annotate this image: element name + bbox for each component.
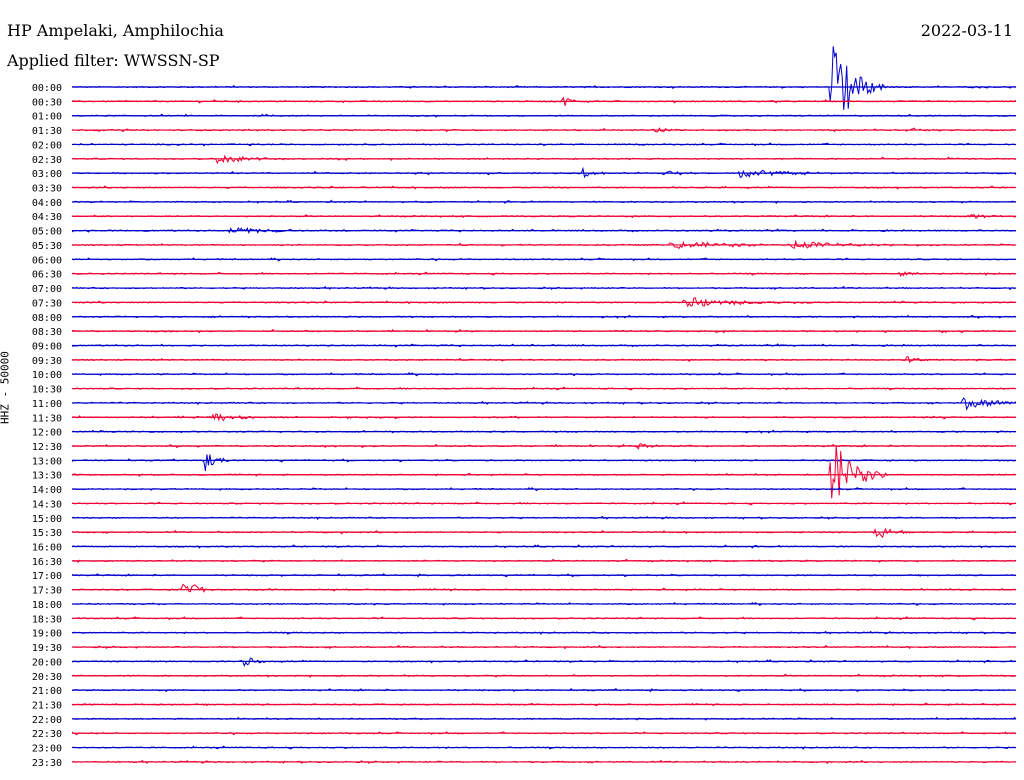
row-time-label: 06:00 bbox=[32, 255, 62, 266]
row-time-label: 14:00 bbox=[32, 485, 62, 496]
row-time-label: 09:00 bbox=[32, 341, 62, 352]
trace-line bbox=[71, 445, 1017, 499]
row-time-label: 22:00 bbox=[32, 715, 62, 726]
row-time-label: 05:00 bbox=[32, 227, 62, 238]
filter-subtitle: Applied filter: WWSSN-SP bbox=[7, 51, 220, 70]
row-time-label: 00:00 bbox=[32, 83, 62, 94]
row-time-label: 21:00 bbox=[32, 686, 62, 697]
row-time-label: 16:00 bbox=[32, 543, 62, 554]
row-time-label: 22:30 bbox=[32, 729, 62, 740]
row-time-label: 08:30 bbox=[32, 327, 62, 338]
row-time-label: 02:00 bbox=[32, 140, 62, 151]
row-time-label: 19:00 bbox=[32, 629, 62, 640]
row-time-label: 16:30 bbox=[32, 557, 62, 568]
row-time-label: 07:00 bbox=[32, 284, 62, 295]
row-time-label: 06:30 bbox=[32, 270, 62, 281]
row-time-label: 10:30 bbox=[32, 385, 62, 396]
trace-line bbox=[72, 583, 1017, 593]
row-time-label: 20:00 bbox=[32, 657, 62, 668]
row-time-label: 03:30 bbox=[32, 184, 62, 195]
row-time-label: 03:00 bbox=[32, 169, 62, 180]
row-time-label: 02:30 bbox=[32, 155, 62, 166]
date-label: 2022-03-11 bbox=[920, 21, 1013, 40]
trace-line bbox=[71, 527, 1017, 539]
row-time-label: 09:30 bbox=[32, 356, 62, 367]
station-title: HP Ampelaki, Amphilochia bbox=[7, 21, 224, 40]
row-time-label: 12:00 bbox=[32, 428, 62, 439]
row-time-label: 23:30 bbox=[32, 758, 62, 769]
row-time-label: 15:30 bbox=[32, 528, 62, 539]
row-time-label: 17:30 bbox=[32, 586, 62, 597]
row-time-label: 13:30 bbox=[32, 471, 62, 482]
row-time-label: 18:00 bbox=[32, 600, 62, 611]
row-time-label: 20:30 bbox=[32, 672, 62, 683]
row-time-label: 15:00 bbox=[32, 514, 62, 525]
row-time-label: 08:00 bbox=[32, 313, 62, 324]
row-time-label: 01:30 bbox=[32, 126, 62, 137]
row-time-label: 13:00 bbox=[32, 456, 62, 467]
row-time-label: 19:30 bbox=[32, 643, 62, 654]
row-time-label: 05:30 bbox=[32, 241, 62, 252]
row-time-label: 01:00 bbox=[32, 112, 62, 123]
trace-line bbox=[71, 454, 1017, 471]
row-time-label: 11:30 bbox=[32, 413, 62, 424]
row-time-label: 11:00 bbox=[32, 399, 62, 410]
row-time-label: 10:00 bbox=[32, 370, 62, 381]
row-time-label: 00:30 bbox=[32, 97, 62, 108]
row-time-label: 21:30 bbox=[32, 700, 62, 711]
row-time-label: 14:30 bbox=[32, 499, 62, 510]
trace-line bbox=[71, 154, 1017, 165]
row-time-label: 04:00 bbox=[32, 198, 62, 209]
trace-line bbox=[71, 397, 1017, 411]
row-time-label: 07:30 bbox=[32, 298, 62, 309]
row-time-label: 17:00 bbox=[32, 571, 62, 582]
row-time-label: 23:00 bbox=[32, 744, 62, 755]
row-time-label: 04:30 bbox=[32, 212, 62, 223]
row-time-label: 12:30 bbox=[32, 442, 62, 453]
row-time-label: 18:30 bbox=[32, 614, 62, 625]
